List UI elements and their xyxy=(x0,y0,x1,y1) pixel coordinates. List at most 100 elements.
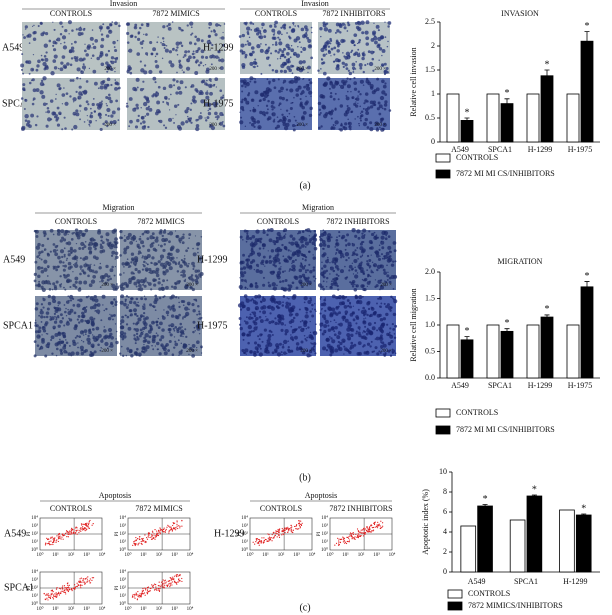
cell-texture xyxy=(83,106,88,111)
cell-texture xyxy=(63,247,66,250)
cell-texture xyxy=(261,340,264,343)
cell-texture xyxy=(380,235,385,240)
event-dot xyxy=(91,577,93,579)
cell-texture xyxy=(171,47,175,51)
event-dot xyxy=(301,522,303,524)
cell-texture xyxy=(266,233,269,237)
cell-texture xyxy=(137,352,142,357)
cell-texture xyxy=(368,265,372,268)
cell-texture xyxy=(302,60,306,64)
cell-texture xyxy=(92,69,97,74)
event-dot xyxy=(68,531,70,533)
cell-texture xyxy=(276,124,281,129)
event-dot xyxy=(152,584,155,586)
cell-texture xyxy=(357,102,359,104)
cell-texture xyxy=(278,267,282,271)
cell-texture xyxy=(335,277,339,281)
cell-texture xyxy=(363,278,367,282)
cell-texture xyxy=(195,49,199,54)
cell-texture xyxy=(146,22,150,26)
cell-texture xyxy=(359,105,362,108)
cell-texture xyxy=(168,339,172,343)
cell-texture xyxy=(106,70,109,73)
event-dot xyxy=(352,537,354,539)
event-dot xyxy=(296,524,298,526)
event-dot xyxy=(82,578,84,580)
cell-texture xyxy=(175,114,177,116)
cell-texture xyxy=(143,336,147,340)
cell-texture xyxy=(370,269,372,271)
cell-texture xyxy=(191,52,195,56)
cell-texture xyxy=(253,80,257,84)
event-dot xyxy=(63,585,66,587)
cell-texture xyxy=(387,349,391,353)
cell-texture xyxy=(262,276,265,279)
cell-texture xyxy=(37,59,41,64)
cell-texture xyxy=(327,256,329,259)
flow-y-tick: 10⁴ xyxy=(31,515,38,521)
cell-texture xyxy=(53,284,57,289)
cell-texture xyxy=(286,115,289,118)
cell-texture xyxy=(55,93,57,96)
event-dot xyxy=(140,594,142,596)
cell-texture xyxy=(326,244,331,248)
cell-texture xyxy=(353,33,358,38)
cell-texture xyxy=(369,275,372,278)
event-dot xyxy=(278,531,280,533)
event-dot xyxy=(276,536,278,538)
cell-texture xyxy=(180,274,183,277)
cell-texture xyxy=(380,345,384,349)
column-label: CONTROLS xyxy=(50,504,92,513)
cell-texture xyxy=(251,234,256,239)
event-dot xyxy=(45,598,47,601)
cell-texture xyxy=(55,316,58,319)
event-dot xyxy=(267,533,269,535)
cell-texture xyxy=(80,32,84,36)
micrograph xyxy=(127,22,225,74)
cell-texture xyxy=(147,248,151,252)
cell-texture xyxy=(283,61,288,66)
cell-texture xyxy=(42,298,46,302)
cell-texture xyxy=(124,235,126,237)
cell-texture xyxy=(260,333,263,336)
cell-texture xyxy=(146,340,151,345)
cell-texture xyxy=(380,253,384,256)
cell-texture xyxy=(104,341,109,347)
event-dot xyxy=(54,593,56,595)
cell-texture xyxy=(192,320,196,324)
cell-texture xyxy=(323,324,328,329)
cell-texture xyxy=(41,94,46,99)
cell-texture xyxy=(186,350,188,353)
cell-texture xyxy=(110,243,115,248)
cell-texture xyxy=(354,51,359,56)
cell-texture xyxy=(336,335,341,340)
scale-label: 200 × xyxy=(104,123,116,128)
cell-texture xyxy=(392,241,397,245)
cell-texture xyxy=(264,347,268,352)
event-dot xyxy=(359,535,361,537)
cell-texture xyxy=(145,33,148,36)
flow-axis-label: PI xyxy=(27,531,32,536)
event-dot xyxy=(363,531,365,533)
cell-texture xyxy=(110,335,114,340)
cell-texture xyxy=(87,274,90,278)
event-dot xyxy=(367,529,369,531)
cell-texture xyxy=(55,354,58,357)
y-tick-label: 0.5 xyxy=(425,346,435,355)
cell-texture xyxy=(252,108,257,113)
cell-texture xyxy=(119,230,123,234)
cell-texture xyxy=(286,51,290,56)
cell-texture xyxy=(379,285,385,290)
cell-texture xyxy=(182,233,185,236)
cell-texture xyxy=(256,44,261,49)
cell-texture xyxy=(152,236,156,240)
cell-texture xyxy=(369,267,371,269)
cell-texture xyxy=(348,71,353,76)
cell-texture xyxy=(142,120,146,124)
event-dot xyxy=(56,593,58,595)
cell-texture xyxy=(194,35,197,39)
cell-texture xyxy=(35,88,40,92)
event-dot xyxy=(162,582,164,585)
event-dot xyxy=(89,582,91,584)
cell-texture xyxy=(290,325,293,328)
